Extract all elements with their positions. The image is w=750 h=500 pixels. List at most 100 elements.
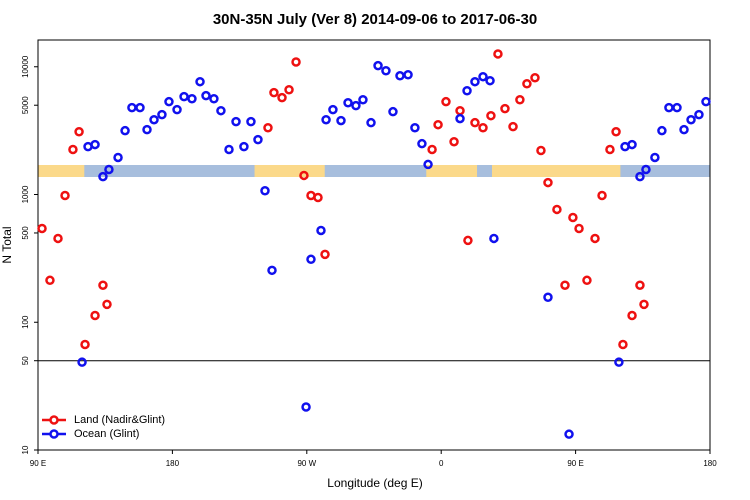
data-point: [657, 125, 667, 136]
data-point: [60, 190, 70, 201]
data-point: [536, 145, 546, 156]
data-point: [639, 299, 649, 310]
data-point: [239, 141, 249, 152]
data-point: [301, 402, 311, 412]
data-point: [508, 121, 518, 132]
data-point: [433, 119, 443, 130]
data-point: [291, 57, 301, 67]
y-tick-label: 5000: [21, 96, 30, 114]
x-tick-label: 90 W: [297, 459, 316, 468]
data-point: [635, 280, 645, 290]
data-point: [209, 93, 219, 104]
data-point: [605, 144, 615, 155]
data-point: [455, 113, 465, 124]
data-point: [343, 97, 353, 108]
data-point: [135, 102, 145, 113]
data-point: [320, 249, 330, 260]
data-point: [478, 71, 488, 82]
data-point: [650, 152, 660, 163]
data-point: [98, 171, 108, 182]
data-point: [77, 357, 87, 367]
data-point: [90, 310, 100, 321]
data-point: [568, 212, 578, 223]
x-tick-label: 180: [703, 459, 717, 468]
data-point: [157, 109, 167, 120]
data-point: [672, 102, 682, 113]
data-point: [313, 192, 323, 203]
data-point: [470, 117, 480, 128]
data-point: [381, 65, 391, 76]
data-point: [299, 170, 309, 181]
data-point: [403, 69, 413, 80]
data-point: [423, 159, 433, 170]
y-tick-label: 10000: [21, 55, 30, 78]
data-point: [149, 114, 159, 125]
data-point: [618, 339, 628, 350]
data-point: [373, 60, 383, 71]
data-point: [614, 357, 624, 367]
data-point: [269, 87, 279, 98]
data-point: [410, 123, 420, 133]
data-point: [582, 275, 592, 286]
legend-marker: [49, 415, 59, 425]
y-tick-label: 10: [21, 445, 30, 454]
data-point: [102, 299, 112, 310]
legend-marker: [49, 429, 59, 439]
data-point: [515, 94, 525, 105]
data-point: [53, 233, 63, 244]
data-point: [530, 73, 540, 83]
data-point: [120, 125, 130, 136]
data-point: [216, 105, 226, 116]
land-band: [38, 165, 85, 177]
data-point: [455, 105, 465, 116]
data-point: [267, 265, 277, 276]
data-point: [417, 138, 427, 149]
data-point: [142, 124, 152, 135]
data-point: [74, 126, 84, 137]
data-point: [463, 235, 473, 246]
data-point: [321, 114, 331, 125]
data-point: [470, 76, 480, 87]
x-tick-label: 90 E: [30, 459, 46, 468]
data-point: [195, 76, 205, 87]
data-point: [449, 136, 459, 147]
data-point: [113, 152, 123, 163]
data-point: [277, 92, 287, 103]
data-point: [231, 116, 241, 127]
data-point: [172, 104, 182, 115]
data-point: [611, 126, 621, 137]
data-point: [260, 186, 270, 196]
data-point: [485, 75, 495, 86]
data-point: [127, 102, 137, 113]
data-point: [98, 280, 108, 290]
data-point: [45, 275, 55, 286]
data-point: [263, 123, 273, 133]
data-point: [493, 49, 503, 59]
land-band: [491, 165, 621, 177]
x-axis-label: Longitude (deg E): [327, 476, 422, 490]
data-point: [316, 225, 326, 236]
data-point: [486, 110, 496, 121]
data-point: [328, 104, 338, 115]
data-point: [635, 171, 645, 182]
data-point: [597, 190, 607, 201]
data-point: [388, 106, 398, 117]
y-tick-label: 500: [21, 226, 30, 240]
chart-title: 30N-35N July (Ver 8) 2014-09-06 to 2017-…: [213, 11, 537, 28]
legend-label: Land (Nadir&Glint): [74, 414, 165, 426]
plot-frame: [37, 39, 711, 451]
data-point: [179, 91, 189, 102]
data-point: [574, 223, 584, 234]
data-point: [701, 96, 711, 107]
data-point: [68, 144, 78, 155]
y-axis-label: N Total: [0, 226, 14, 263]
data-point: [552, 204, 562, 215]
data-point: [462, 85, 472, 96]
data-point: [686, 114, 696, 125]
data-point: [478, 123, 488, 133]
data-point: [564, 429, 574, 439]
data-point: [358, 94, 368, 105]
data-point: [560, 280, 570, 290]
land-band: [254, 165, 325, 177]
